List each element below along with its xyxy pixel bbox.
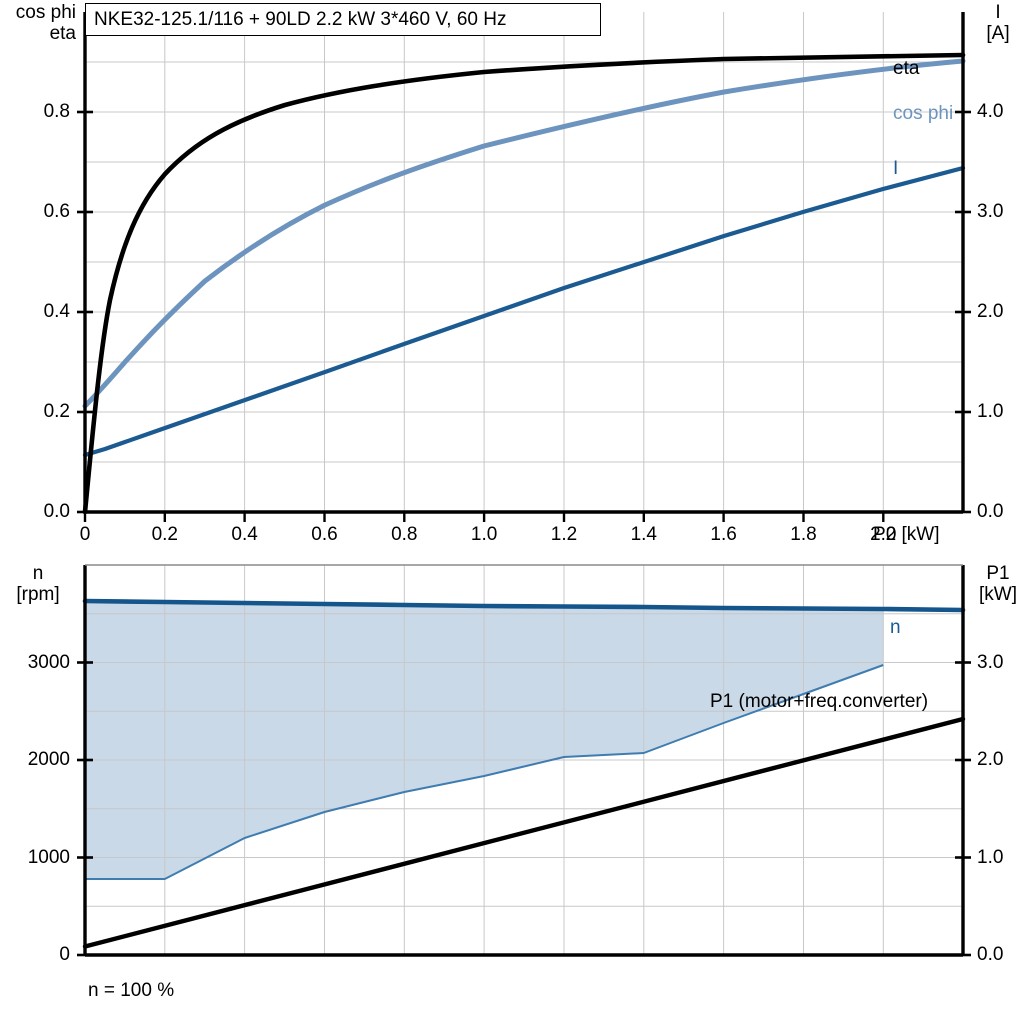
bottom-left-axis-title-line1: n (32, 563, 44, 584)
bottom-chart-svg (77, 564, 971, 957)
top-chart-panel (77, 12, 971, 522)
top-right-axis-title: I [A] (972, 2, 1024, 44)
bottom-left-tick-0: 0 (59, 944, 70, 965)
curve-eta (82, 52, 966, 515)
top-chart-svg (77, 12, 971, 522)
bottom-right-ticks (955, 661, 971, 957)
top-right-axis-title-line1: I (995, 2, 1001, 23)
top-left-tick-1: 0.2 (43, 401, 70, 422)
bottom-chart-panel (0, 555, 1024, 1024)
footnote-text: n = 100 % (88, 980, 175, 1001)
curve-n (82, 598, 966, 613)
top-left-tick-0: 0.0 (43, 501, 70, 522)
curve-label-current: I (893, 158, 899, 179)
top-left-axis-title-line2: eta (49, 23, 76, 44)
bottom-left-tick-2: 2000 (27, 749, 70, 770)
chart-title-box: NKE32-125.1/116 + 90LD 2.2 kW 3*460 V, 6… (85, 3, 601, 36)
speed-band-lower-line (85, 664, 884, 880)
top-left-axis-title-line1: cos phi (15, 2, 76, 23)
bottom-left-ticks (77, 661, 93, 957)
top-x-ticks (83, 504, 885, 522)
bottom-left-axis-title-line2: [rpm] (16, 584, 60, 605)
top-left-tick-4: 0.8 (43, 101, 70, 122)
top-x-tick-7: 1.4 (630, 524, 657, 545)
curve-cos-phi (82, 58, 966, 409)
bottom-grid-horizontal (85, 613, 963, 907)
top-x-tick-1: 0.2 (151, 524, 178, 545)
bottom-right-axis-title-line2: [kW] (979, 584, 1017, 605)
top-grid-horizontal (85, 61, 963, 463)
top-x-tick-5: 1.0 (470, 524, 498, 545)
bottom-right-tick-0: 0.0 (977, 944, 1004, 965)
top-right-tick-1: 1.0 (977, 401, 1004, 422)
top-left-axis-title: cos phi eta (0, 2, 76, 44)
bottom-right-tick-3: 3.0 (977, 651, 1004, 673)
top-x-tick-6: 1.2 (550, 524, 578, 545)
bottom-left-tick-3: 3000 (27, 651, 70, 673)
curve-current (82, 165, 966, 458)
bottom-right-axis-title: P1 [kW] (972, 563, 1024, 605)
chart-title-text: NKE32-125.1/116 + 90LD 2.2 kW 3*460 V, 6… (94, 8, 507, 30)
bottom-left-axis-title: n [rpm] (0, 563, 76, 605)
top-right-tick-3: 3.0 (977, 201, 1004, 222)
top-x-tick-9: 1.8 (790, 524, 817, 545)
top-right-tick-0: 0.0 (977, 501, 1004, 522)
curve-label-p1: P1 (motor+freq.converter) (710, 691, 929, 712)
bottom-left-tick-1: 1000 (27, 846, 70, 868)
top-right-axis-title-line2: [A] (986, 23, 1010, 44)
top-right-tick-2: 2.0 (977, 301, 1004, 322)
top-x-tick-0: 0 (79, 524, 91, 545)
top-x-tick-4: 0.8 (391, 524, 418, 545)
top-x-tick-2: 0.4 (231, 524, 258, 545)
top-x-axis-title: P2 [kW] (873, 524, 940, 545)
curve-label-n: n (890, 617, 901, 638)
curve-p1 (82, 716, 966, 949)
curve-label-cos-phi: cos phi (893, 103, 954, 124)
top-x-tick-3: 0.6 (311, 524, 338, 545)
top-x-tick-10: 2.0 (870, 524, 897, 545)
top-right-tick-4: 4.0 (977, 101, 1004, 122)
bottom-right-tick-1: 1.0 (977, 846, 1004, 868)
top-x-tick-8: 1.6 (710, 524, 737, 545)
bottom-right-tick-2: 2.0 (977, 749, 1004, 770)
top-left-tick-2: 0.4 (43, 301, 70, 322)
top-right-ticks (955, 110, 971, 514)
top-left-tick-3: 0.6 (43, 201, 70, 222)
curve-label-eta: eta (893, 58, 920, 79)
bottom-right-axis-title-line1: P1 (986, 563, 1010, 584)
